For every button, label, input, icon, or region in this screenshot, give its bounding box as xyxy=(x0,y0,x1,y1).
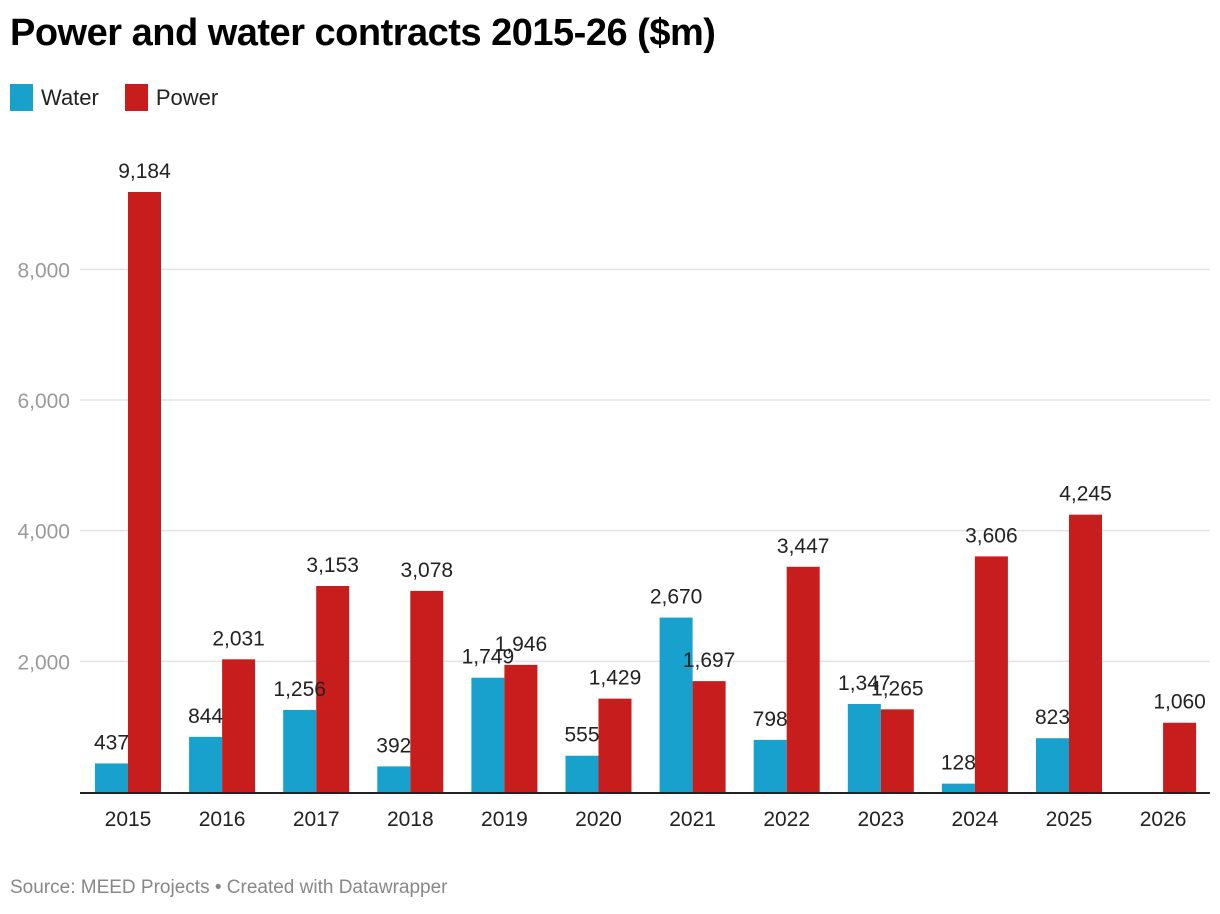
bar-water xyxy=(753,739,787,792)
x-tick-label: 2022 xyxy=(763,808,810,831)
bar-power xyxy=(880,709,914,792)
x-tick-label: 2020 xyxy=(575,808,622,831)
bar-power xyxy=(1163,722,1197,792)
data-label-power: 2,031 xyxy=(212,627,265,650)
bar-water xyxy=(1036,738,1069,792)
x-tick-label: 2026 xyxy=(1140,808,1187,831)
legend-swatch-water xyxy=(10,84,33,111)
data-label-water: 1,347 xyxy=(838,672,891,695)
bar-water xyxy=(847,703,881,792)
bar-water xyxy=(95,763,128,792)
legend-item-power: Power xyxy=(124,84,219,111)
legend: Water Power xyxy=(10,84,244,111)
data-label-water: 2,670 xyxy=(650,586,703,609)
data-label-power: 1,697 xyxy=(683,649,736,672)
data-label-water: 844 xyxy=(188,705,223,728)
data-label-power: 1,060 xyxy=(1153,691,1206,714)
bar-power xyxy=(128,191,161,793)
bar-power xyxy=(504,664,538,792)
source-note: Source: MEED Projects • Created with Dat… xyxy=(10,877,448,898)
bar-water xyxy=(941,783,975,792)
bar-water xyxy=(659,617,693,792)
bar-power xyxy=(1069,514,1102,792)
y-tick-label: 4,000 xyxy=(17,521,70,544)
x-tick-label: 2024 xyxy=(952,808,999,831)
bar-power xyxy=(692,681,726,792)
data-label-water: 555 xyxy=(564,724,599,747)
bar-power xyxy=(316,586,350,792)
data-label-power: 3,153 xyxy=(306,554,359,577)
bar-power xyxy=(410,590,444,792)
x-tick-label: 2018 xyxy=(387,808,434,831)
legend-label-power: Power xyxy=(155,84,219,110)
data-label-water: 128 xyxy=(941,752,976,775)
data-label-water: 392 xyxy=(376,734,411,757)
legend-item-water: Water xyxy=(10,84,99,111)
y-tick-label: 8,000 xyxy=(17,259,70,282)
bar-water xyxy=(189,736,223,792)
data-label-power: 4,245 xyxy=(1059,483,1112,506)
chart-title: Power and water contracts 2015-26 ($m) xyxy=(10,12,716,54)
data-label-power: 1,429 xyxy=(589,667,642,690)
bar-power xyxy=(974,556,1008,792)
bar-water xyxy=(471,677,505,792)
x-tick-label: 2015 xyxy=(105,808,152,831)
x-tick-label: 2017 xyxy=(293,808,340,831)
data-label-power: 1,946 xyxy=(495,633,548,656)
x-tick-label: 2016 xyxy=(199,808,246,831)
data-label-power: 1,265 xyxy=(871,677,924,700)
data-label-water: 1,749 xyxy=(462,646,515,669)
bar-power xyxy=(786,566,820,792)
bar-power xyxy=(598,698,632,792)
data-label-water: 437 xyxy=(94,731,129,754)
x-tick-label: 2021 xyxy=(669,808,716,831)
data-label-power: 9,184 xyxy=(118,160,171,183)
y-tick-label: 2,000 xyxy=(17,651,70,674)
data-label-power: 3,606 xyxy=(965,524,1018,547)
data-label-water: 823 xyxy=(1035,706,1070,729)
x-tick-label: 2023 xyxy=(857,808,904,831)
data-label-power: 3,447 xyxy=(777,535,830,558)
data-label-power: 3,078 xyxy=(401,559,454,582)
bar-water xyxy=(565,755,599,792)
legend-swatch-power xyxy=(124,84,148,111)
bar-water xyxy=(283,709,317,792)
x-tick-label: 2019 xyxy=(481,808,528,831)
data-label-water: 1,256 xyxy=(273,678,326,701)
bar-power xyxy=(222,659,256,792)
x-tick-label: 2025 xyxy=(1046,808,1093,831)
legend-label-water: Water xyxy=(41,84,99,110)
y-tick-label: 6,000 xyxy=(17,390,70,413)
data-label-water: 798 xyxy=(753,708,788,731)
bar-water xyxy=(377,766,411,792)
